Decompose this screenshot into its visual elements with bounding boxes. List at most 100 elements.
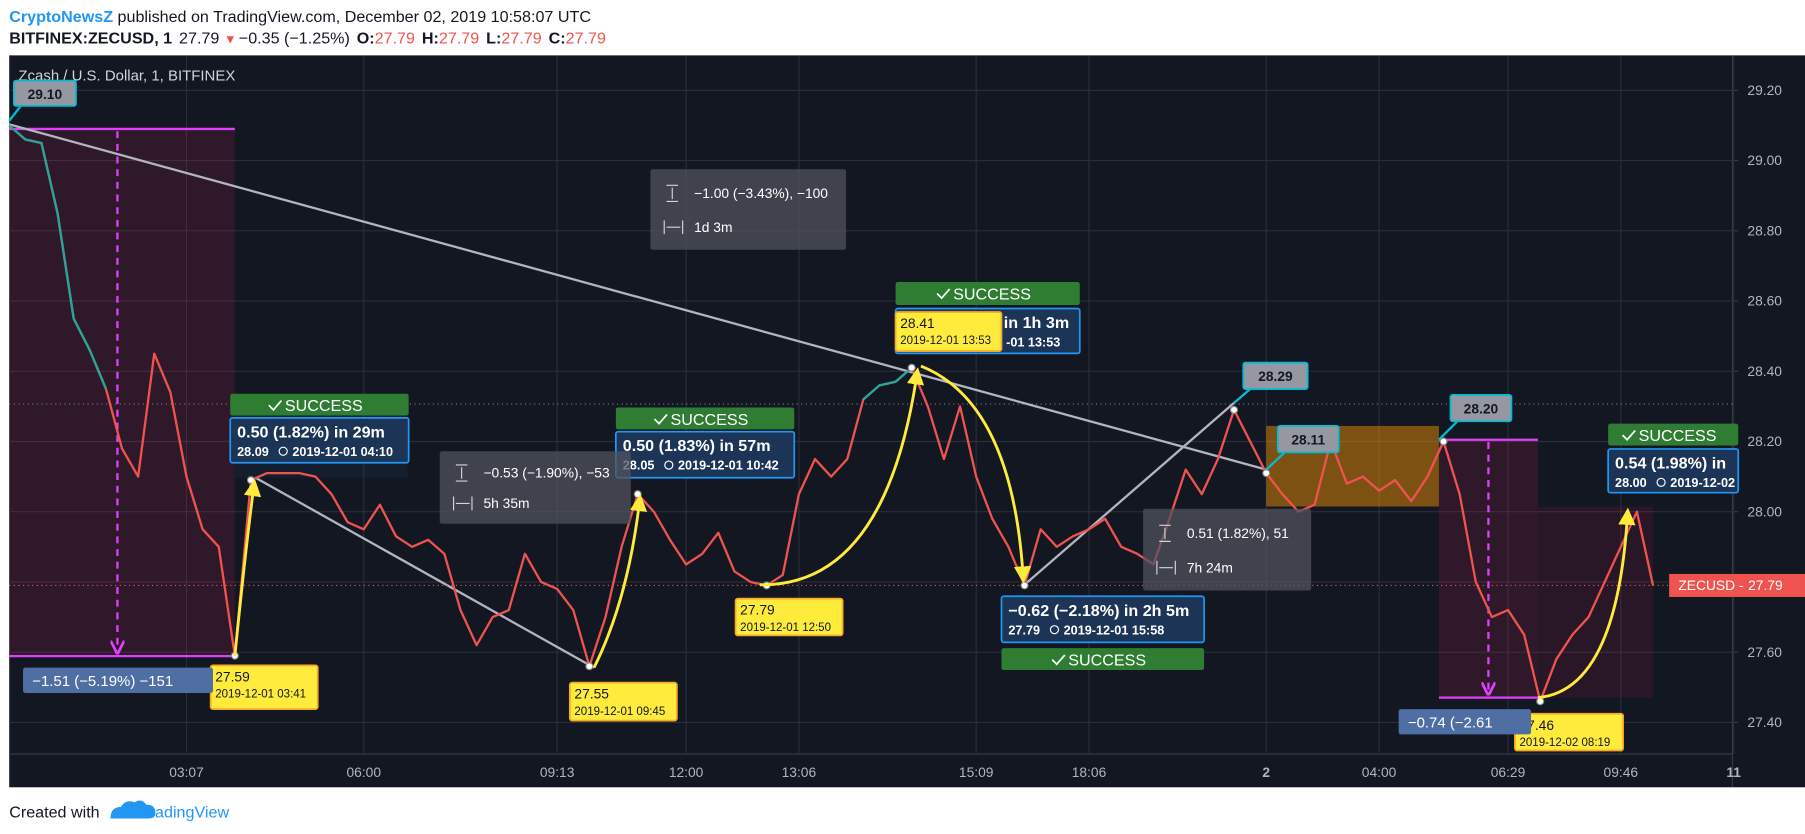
range-label (1398, 709, 1532, 735)
width-icon (452, 496, 473, 511)
ohlc-key: H: (422, 30, 439, 48)
price-tag-label: 29.10 (28, 86, 63, 102)
y-tick-label: 28.60 (1747, 293, 1782, 309)
symbol-line: BITFINEX:ZECUSD, 1 27.79 ▼ −0.35 (−1.25%) O:… (9, 30, 606, 48)
date-tag-price: 27.55 (574, 686, 609, 702)
success-label: SUCCESS (953, 285, 1031, 303)
height-icon (666, 184, 679, 203)
stat-box (1000, 595, 1205, 644)
success-tag (1608, 423, 1739, 446)
clock-icon (1656, 477, 1666, 487)
success-label: SUCCESS (1639, 427, 1717, 445)
date-tag (734, 597, 844, 637)
height-icon (455, 464, 468, 482)
check-icon (1051, 654, 1066, 666)
success-label: SUCCESS (1068, 651, 1146, 669)
check-icon (653, 413, 668, 425)
footer-brand: TradingView (140, 803, 229, 821)
forecast-arrow (920, 364, 1032, 584)
success-tag (615, 407, 795, 430)
date-tag (894, 311, 1003, 352)
stat-date: 2019-12-01 10:42 (678, 459, 779, 473)
x-tick-label: 09:46 (1604, 764, 1639, 780)
date-tag-price: 27.59 (215, 668, 250, 684)
stat-date: 2019-12-01 04:10 (292, 445, 393, 459)
x-tick-label: 03:07 (169, 764, 204, 780)
tradingview-logo (110, 800, 156, 819)
price-line-highlight (862, 366, 913, 401)
check-icon (936, 288, 951, 300)
price-tag (1276, 425, 1340, 454)
clock-icon (664, 460, 674, 470)
stat-date: -01 13:53 (1006, 335, 1060, 349)
stat-price: 28.00 (1615, 476, 1647, 490)
stat-headline: 0.50 (1.82%) in 29m (237, 423, 385, 441)
date-tag-date: 2019-12-01 09:45 (574, 706, 665, 718)
anchor-point (1536, 697, 1545, 706)
stat-price: 27.79 (1008, 623, 1040, 637)
success-tag (230, 393, 409, 416)
y-tick-label: 28.20 (1747, 433, 1782, 449)
last-price-value: 27.79 (1748, 577, 1783, 593)
y-tick-label: 29.00 (1747, 152, 1782, 168)
measure-span: 1d 3m (694, 219, 732, 235)
x-tick-label: 06:29 (1491, 764, 1526, 780)
ohlc-value: 27.79 (375, 30, 415, 48)
header-background (0, 0, 1805, 56)
ohlc-key: O: (357, 30, 375, 48)
stat-headline: −0.62 (−2.18%) in 2h 5m (1008, 602, 1189, 620)
x-tick-label: 13:06 (782, 764, 817, 780)
y-tick-label: 29.20 (1747, 82, 1782, 98)
forecast-arrow (759, 367, 925, 587)
price-tag (1449, 393, 1513, 423)
range-shade (9, 128, 235, 657)
width-icon (663, 220, 684, 235)
forecast-arrow (233, 478, 262, 657)
tag-pointer (1438, 420, 1459, 441)
anchor-point (633, 490, 642, 499)
forecast-arrow (1537, 507, 1636, 700)
tag-pointer (1233, 388, 1251, 404)
clock-icon (278, 446, 288, 456)
y-tick-label: 28.40 (1747, 363, 1782, 379)
x-tick-label: 18:06 (1072, 764, 1107, 780)
success-label: SUCCESS (285, 397, 363, 415)
date-tag-date: 2019-12-01 13:53 (900, 335, 991, 347)
check-icon (1621, 429, 1636, 441)
anchor-point (585, 662, 594, 671)
anchor-point (1439, 437, 1448, 446)
price-tag-label: 28.29 (1258, 368, 1293, 384)
stat-date: 2019-12-02 (1670, 476, 1735, 490)
ohlc-value: 27.79 (501, 30, 541, 48)
y-tick-label: 27.40 (1747, 714, 1782, 730)
price-line (8, 124, 1655, 703)
measure-span: 7h 24m (1187, 559, 1233, 575)
date-tag-price: 28.41 (900, 315, 935, 331)
price-tag-label: 28.20 (1464, 400, 1499, 416)
date-tag-price: 27.79 (740, 602, 775, 618)
x-tick-label: 09:13 (540, 764, 575, 780)
stat-headline: 0.50 (1.83%) in 57m (623, 437, 771, 455)
measure-box (650, 169, 847, 250)
price-change: −0.35 (−1.25%) (239, 30, 350, 48)
price-tag (1242, 361, 1309, 390)
ohlc-value: 27.79 (566, 30, 606, 48)
publish-line: CryptoNewsZ published on TradingView.com… (9, 8, 591, 26)
anchor-point (1020, 581, 1029, 590)
trend-line (1023, 402, 1235, 586)
x-tick-label: 04:00 (1362, 764, 1397, 780)
date-tag-date: 2019-12-01 12:50 (740, 622, 831, 634)
stat-price: 28.09 (237, 445, 269, 459)
symbol: BITFINEX:ZECUSD, 1 (9, 30, 172, 48)
height-icon (1159, 524, 1171, 542)
trend-line (8, 123, 1267, 471)
stat-date: 2019-12-01 15:58 (1064, 623, 1165, 637)
success-label: SUCCESS (671, 411, 749, 429)
check-icon (268, 400, 283, 412)
price-line-highlight (8, 124, 107, 390)
measure-change: −1.00 (−3.43%), −100 (694, 185, 828, 201)
tag-pointer (8, 105, 22, 122)
header: CryptoNewsZ published on TradingView.com… (0, 0, 1805, 56)
trend-line (254, 476, 595, 669)
ohlc-key: L: (486, 30, 501, 48)
